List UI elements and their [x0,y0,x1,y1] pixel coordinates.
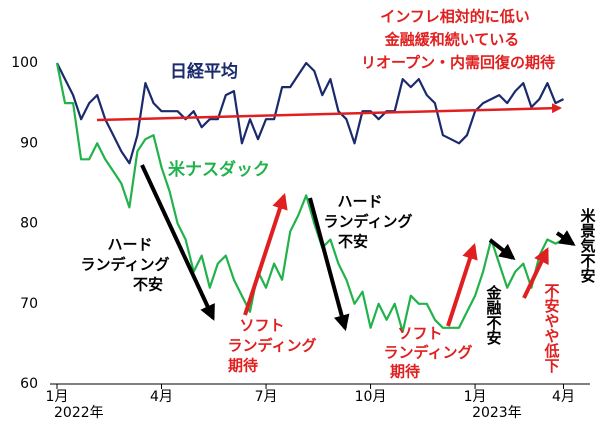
y-tick-label: 80 [20,216,38,232]
annotation: ハード [107,236,152,254]
arrow [488,238,516,260]
annotation: ソフト [239,317,284,335]
annotation: ランディング [384,344,473,362]
annotation: 不安 [133,276,163,294]
y-tick-label: 90 [20,135,38,151]
annotation: インフレ相対的に低い [380,8,530,26]
annotation: ランディング [324,213,413,231]
arrow [243,192,288,316]
x-tick-label: 1月 [464,389,487,405]
series-label: 米ナスダック [168,159,270,180]
arrow [522,247,549,299]
trend-arrow [96,103,562,122]
x-tick-label: 10月 [355,389,387,405]
y-tick-label: 60 [20,376,38,392]
arrow [140,164,215,321]
annotation: 不安 [338,233,368,251]
annotation: 金融不安 [485,284,503,346]
annotation: ソフト [397,325,442,343]
arrow [308,197,350,332]
x-tick-label: 1月 [46,389,69,405]
y-tick-label: 100 [11,55,38,71]
annotation: ランディング [81,256,170,274]
annotation: ランディング [228,337,317,355]
annotation: 期待 [390,363,420,381]
arrow [446,242,478,327]
series-label: 日経平均 [170,61,238,82]
annotation: 米景気不安 [579,207,597,284]
x-sublabel: 2023年 [472,405,522,421]
arrow [555,230,576,246]
x-tick-label: 4月 [150,389,173,405]
x-tick-label: 7月 [255,389,278,405]
annotation: 金融緩和続いている [384,31,520,49]
annotation: リオープン・内需回復の期待 [361,54,555,72]
annotation: ハード [337,193,382,211]
x-tick-label: 4月 [552,389,575,405]
line-series [56,61,564,165]
line-series [55,62,565,333]
annotation: 期待 [228,357,258,375]
y-tick-label: 70 [20,296,38,312]
x-sublabel: 2022年 [54,405,104,421]
annotation: 不安やや低下 [543,283,561,374]
